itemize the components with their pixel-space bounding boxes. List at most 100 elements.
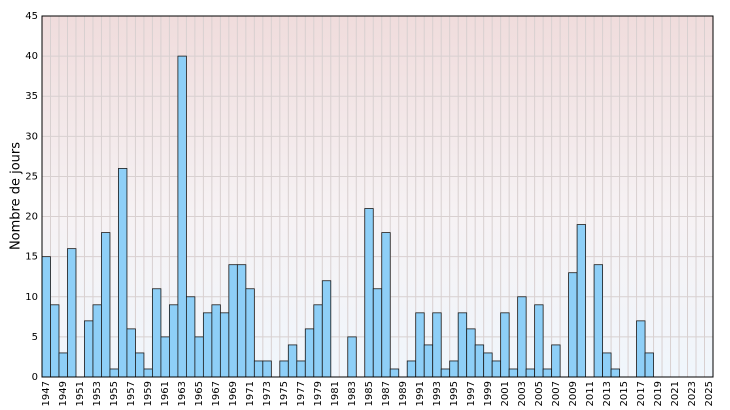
bar xyxy=(474,344,485,378)
bar xyxy=(313,304,323,378)
bar xyxy=(228,264,238,378)
bar xyxy=(347,336,357,378)
bar xyxy=(84,320,94,378)
x-tick-label: 2023 xyxy=(687,381,698,406)
x-tick-label: 1985 xyxy=(364,381,375,406)
y-tick-label: 15 xyxy=(25,252,38,263)
x-tick-label: 1977 xyxy=(296,381,307,406)
bar xyxy=(466,328,476,378)
bar xyxy=(321,280,332,378)
bar xyxy=(551,344,561,378)
x-tick-label: 1963 xyxy=(177,381,188,406)
y-tick-label: 45 xyxy=(25,11,38,22)
bar xyxy=(593,264,603,378)
x-tick-label: 1997 xyxy=(466,381,477,406)
bar xyxy=(415,312,425,378)
x-tick-label: 2007 xyxy=(551,381,562,406)
bar xyxy=(406,360,417,378)
y-tick-label: 30 xyxy=(25,131,38,142)
bar xyxy=(177,55,187,378)
bar xyxy=(525,368,536,378)
bar xyxy=(576,224,586,378)
bar xyxy=(202,312,213,378)
bar xyxy=(483,352,493,378)
y-axis-label: Nombre de jours xyxy=(9,142,24,250)
x-tick-label: 1973 xyxy=(262,381,273,406)
bar xyxy=(152,288,162,378)
x-tick-label: 1979 xyxy=(313,381,324,406)
x-tick-label: 2019 xyxy=(653,381,664,406)
bar xyxy=(602,352,612,378)
x-tick-label: 2017 xyxy=(636,381,647,406)
bar xyxy=(610,368,620,378)
y-tick-label: 25 xyxy=(25,171,38,182)
x-tick-label: 1999 xyxy=(483,381,494,406)
x-tick-label: 1959 xyxy=(143,381,154,406)
bar xyxy=(236,264,247,378)
bar xyxy=(568,272,578,378)
bar xyxy=(517,296,527,378)
bar xyxy=(372,288,383,378)
bar xyxy=(491,360,502,378)
x-tick-label: 2001 xyxy=(500,381,511,406)
x-tick-label: 1951 xyxy=(75,381,86,406)
bar xyxy=(101,232,111,378)
bar xyxy=(423,344,434,378)
x-tick-label: 1953 xyxy=(92,381,103,406)
bar xyxy=(50,304,60,378)
bar xyxy=(304,328,315,378)
bar xyxy=(381,232,391,378)
x-tick-label: 2025 xyxy=(704,381,715,406)
bar xyxy=(92,304,102,378)
x-tick-label: 1983 xyxy=(347,381,358,406)
bar xyxy=(364,208,374,378)
y-tick-label: 35 xyxy=(25,91,38,102)
bar xyxy=(118,168,128,378)
bar xyxy=(126,328,136,378)
x-tick-label: 1981 xyxy=(330,381,341,406)
plot-border xyxy=(41,15,714,378)
bar xyxy=(542,368,553,378)
bar xyxy=(169,304,179,378)
x-tick-label: 2015 xyxy=(619,381,630,406)
bar xyxy=(644,352,654,378)
bar xyxy=(135,352,145,378)
bar xyxy=(449,360,459,378)
y-tick-label: 40 xyxy=(25,51,38,62)
bar xyxy=(534,304,544,378)
bar xyxy=(253,360,264,378)
y-tick-label: 0 xyxy=(32,372,38,383)
bar xyxy=(389,368,400,378)
x-tick-label: 1991 xyxy=(415,381,426,406)
x-tick-label: 1971 xyxy=(245,381,256,406)
x-tick-label: 1993 xyxy=(432,381,443,406)
bar xyxy=(109,368,119,378)
y-tick-label: 10 xyxy=(25,292,38,303)
x-tick-label: 1957 xyxy=(126,381,137,406)
x-tick-label: 1955 xyxy=(109,381,120,406)
bar xyxy=(636,320,646,378)
x-tick-label: 1995 xyxy=(449,381,460,406)
x-tick-label: 2013 xyxy=(602,381,613,406)
y-tick-label: 5 xyxy=(32,332,38,343)
x-tick-label: 1961 xyxy=(160,381,171,406)
x-tick-label: 2009 xyxy=(568,381,579,406)
bar xyxy=(58,352,68,378)
bar xyxy=(67,248,77,378)
x-tick-label: 2021 xyxy=(670,381,681,406)
bar xyxy=(41,256,51,378)
x-tick-label: 1947 xyxy=(41,381,52,406)
bar xyxy=(500,312,510,378)
x-tick-label: 1987 xyxy=(381,381,392,406)
bar xyxy=(211,304,221,378)
x-tick-label: 1969 xyxy=(228,381,239,406)
bar xyxy=(160,336,170,378)
bar xyxy=(219,312,230,378)
bar xyxy=(508,368,519,378)
bar xyxy=(262,360,272,378)
x-tick-label: 1975 xyxy=(279,381,290,406)
bar xyxy=(287,344,298,378)
bar xyxy=(440,368,451,378)
bar xyxy=(279,360,289,378)
